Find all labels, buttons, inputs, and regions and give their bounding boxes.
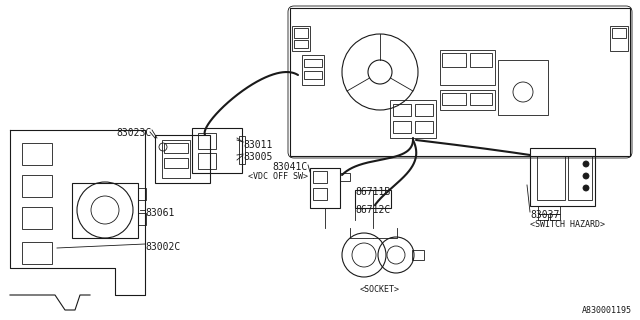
Text: 86711B: 86711B: [355, 187, 390, 197]
Bar: [164, 143, 188, 153]
Bar: [412, 250, 424, 260]
Bar: [612, 28, 626, 38]
Bar: [72, 183, 138, 238]
Bar: [310, 168, 340, 208]
Bar: [470, 53, 492, 67]
Bar: [294, 28, 308, 38]
Bar: [530, 148, 595, 206]
Bar: [440, 90, 495, 110]
Bar: [22, 207, 52, 229]
Bar: [568, 156, 592, 200]
Bar: [393, 121, 411, 133]
Bar: [292, 26, 310, 51]
Circle shape: [583, 161, 589, 167]
Text: A830001195: A830001195: [582, 306, 632, 315]
Bar: [198, 133, 216, 149]
Bar: [138, 188, 146, 200]
Bar: [162, 140, 190, 178]
Bar: [442, 53, 466, 67]
Bar: [538, 206, 560, 214]
Text: <SOCKET>: <SOCKET>: [360, 285, 400, 294]
Text: 83005: 83005: [243, 152, 273, 162]
Bar: [198, 153, 216, 169]
Bar: [22, 143, 52, 165]
Bar: [610, 26, 628, 51]
Bar: [164, 158, 188, 168]
Bar: [498, 60, 548, 115]
Bar: [415, 121, 433, 133]
Text: 83041C: 83041C: [273, 162, 308, 172]
Bar: [155, 135, 210, 183]
Text: 83011: 83011: [243, 140, 273, 150]
Bar: [340, 173, 350, 181]
Bar: [304, 59, 322, 67]
Bar: [355, 190, 391, 208]
Text: <VDC OFF SW>: <VDC OFF SW>: [248, 172, 308, 181]
Circle shape: [583, 173, 589, 179]
Bar: [22, 242, 52, 264]
Bar: [550, 214, 560, 220]
Bar: [313, 171, 327, 183]
Bar: [470, 93, 492, 105]
Text: 83002C: 83002C: [145, 242, 180, 252]
Bar: [538, 214, 548, 220]
Text: <SWITCH HAZARD>: <SWITCH HAZARD>: [530, 220, 605, 229]
Bar: [415, 104, 433, 116]
Bar: [22, 175, 52, 197]
Bar: [440, 50, 495, 85]
Bar: [138, 213, 146, 225]
Bar: [304, 71, 322, 79]
Bar: [302, 55, 324, 85]
Bar: [442, 93, 466, 105]
Bar: [390, 100, 436, 138]
Text: 83061: 83061: [145, 208, 174, 218]
Bar: [313, 188, 327, 200]
Bar: [393, 104, 411, 116]
Text: 83037: 83037: [530, 210, 559, 220]
Bar: [537, 156, 565, 200]
Text: 83023C: 83023C: [116, 128, 152, 138]
Bar: [294, 40, 308, 48]
Circle shape: [583, 185, 589, 191]
Bar: [239, 136, 245, 164]
Bar: [192, 128, 242, 173]
Text: 86712C: 86712C: [355, 205, 390, 215]
Bar: [290, 8, 630, 156]
